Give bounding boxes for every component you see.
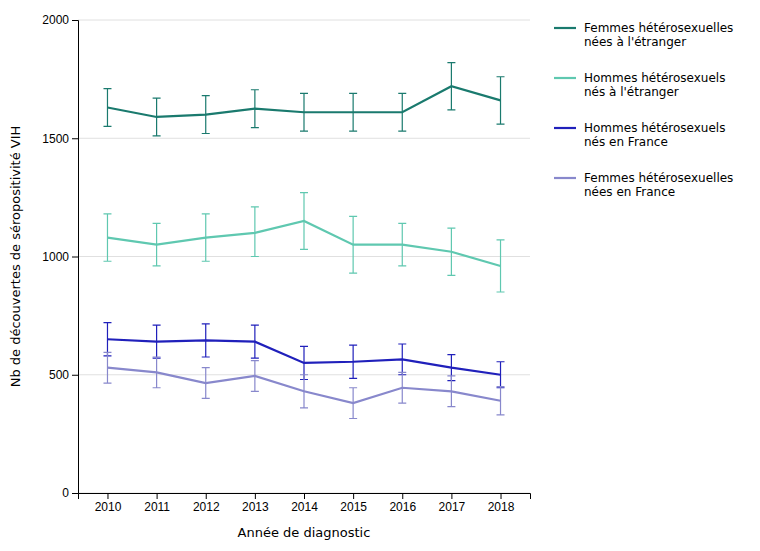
tick-mark: [353, 493, 354, 499]
y-axis: 0 500 1000 1500 2000: [42, 13, 78, 500]
legend-label: Hommes hétérosexuelsnés à l'étranger: [584, 71, 725, 99]
tick-label: 2017: [439, 500, 466, 514]
legend-swatch: [554, 27, 576, 29]
tick: 2014: [291, 493, 318, 514]
tick-label: 2011: [144, 500, 170, 514]
grid-line: [78, 20, 530, 21]
legend-item: Femmes hétérosexuellesnées à l'étranger: [554, 21, 733, 49]
tick-label: 2018: [488, 500, 515, 514]
tick-label: 500: [49, 368, 69, 382]
legend-item: Hommes hétérosexuelsnés à l'étranger: [554, 71, 725, 99]
tick: 2015: [340, 493, 367, 514]
tick-label: 2013: [242, 500, 269, 514]
tick-mark: [157, 493, 158, 499]
series: [103, 193, 504, 292]
tick: 500: [49, 368, 78, 382]
tick-mark: [206, 493, 207, 499]
tick-mark: [451, 493, 452, 499]
tick: 1000: [42, 250, 78, 264]
legend-swatch: [554, 77, 576, 79]
tick-mark: [72, 257, 78, 258]
tick: 2013: [242, 493, 269, 514]
tick-label: 1000: [42, 250, 69, 264]
legend-swatch: [554, 177, 576, 179]
tick-mark: [304, 493, 305, 499]
chart-svg: 2010 2011 2012 2013 2014 2015 2016 2017 2018 0 500…: [0, 0, 760, 551]
legend-label: Femmes hétérosexuellesnées en France: [584, 171, 733, 199]
legend: Femmes hétérosexuellesnées à l'étranger H…: [554, 21, 733, 199]
legend-label: Hommes hétérosexuelsnés en France: [584, 121, 725, 149]
series: [103, 352, 504, 418]
tick-mark: [255, 493, 256, 499]
tick-mark: [72, 138, 78, 139]
tick: 2017: [439, 493, 466, 514]
tick-label: 1500: [42, 132, 69, 146]
legend-label: Femmes hétérosexuellesnées à l'étranger: [584, 21, 733, 49]
tick-mark: [72, 375, 78, 376]
x-axis-label: Année de diagnostic: [238, 525, 371, 540]
series-line: [107, 86, 500, 117]
series-line: [107, 221, 500, 266]
tick: 2018: [488, 493, 515, 514]
y-axis-label: Nb de découvertes de séropositivité VIH: [8, 126, 23, 388]
grid: [78, 20, 530, 493]
legend-item: Hommes hétérosexuelsnés en France: [554, 121, 725, 149]
axis-line: [72, 21, 79, 494]
series: [103, 63, 504, 136]
tick: 2012: [193, 493, 220, 514]
tick: 2010: [95, 493, 122, 514]
series-line: [107, 339, 500, 374]
tick-label: 2015: [340, 500, 367, 514]
grid-line: [78, 138, 530, 139]
tick: 2000: [42, 13, 78, 27]
tick-label: 0: [62, 486, 69, 500]
tick: 0: [62, 486, 78, 500]
legend-swatch: [554, 127, 576, 129]
tick-mark: [107, 493, 108, 499]
chart-container: 2010 2011 2012 2013 2014 2015 2016 2017 2018 0 500…: [0, 0, 760, 551]
tick: 1500: [42, 132, 78, 146]
marks: [103, 63, 504, 419]
tick-label: 2016: [389, 500, 416, 514]
tick-label: 2014: [291, 500, 318, 514]
tick-mark: [72, 20, 78, 21]
x-axis: 2010 2011 2012 2013 2014 2015 2016 2017 2018: [79, 493, 531, 514]
tick-label: 2012: [193, 500, 220, 514]
plot-area: 2010 2011 2012 2013 2014 2015 2016 2017 2018 0 500…: [42, 13, 530, 513]
legend-item: Femmes hétérosexuellesnées en France: [554, 171, 733, 199]
axis-line: [79, 494, 531, 500]
tick-mark: [72, 493, 78, 494]
tick: 2011: [144, 493, 170, 514]
tick-label: 2010: [95, 500, 122, 514]
grid-line: [78, 256, 530, 257]
tick-mark: [501, 493, 502, 499]
tick-label: 2000: [42, 13, 69, 27]
series-line: [107, 368, 500, 403]
tick-mark: [402, 493, 403, 499]
tick: 2016: [389, 493, 416, 514]
